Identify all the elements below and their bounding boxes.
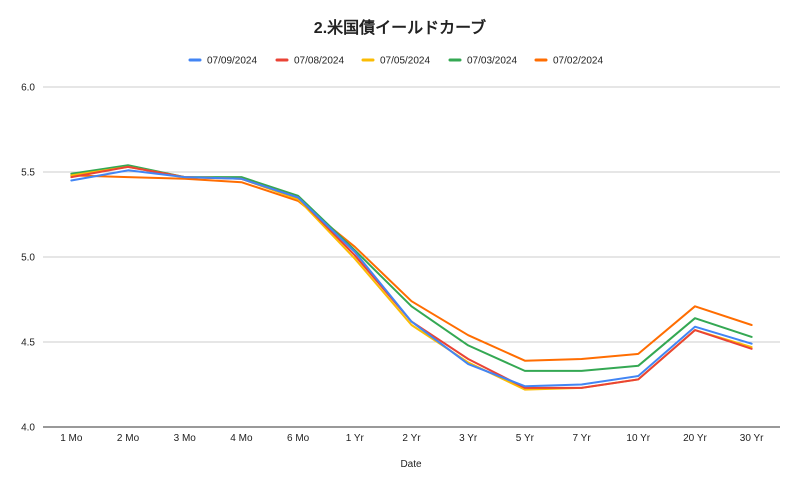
y-tick-label: 5.5 <box>21 168 35 179</box>
x-tick-label: 4 Mo <box>230 433 253 444</box>
series-line <box>70 174 753 362</box>
x-axis-ticks: 1 Mo 2 Mo 3 Mo 4 Mo 6 Mo 1 Yr 2 Yr 3 Yr 5 Yr 7 Yr… <box>60 433 764 444</box>
x-tick-label: 3 Yr <box>459 433 478 444</box>
legend-label: 07/05/2024 <box>380 56 430 67</box>
legend: 07/09/2024 07/08/2024 07/05/2024 07/03/2024… <box>188 56 603 67</box>
legend-label: 07/02/2024 <box>553 56 603 67</box>
x-tick-label: 2 Yr <box>402 433 421 444</box>
x-tick-label: 20 Yr <box>683 433 707 444</box>
x-tick-label: 10 Yr <box>626 433 650 444</box>
series-lines <box>70 164 753 391</box>
y-axis-ticks: 4.0 4.5 5.0 5.5 6.0 <box>21 83 35 434</box>
x-tick-label: 5 Yr <box>516 433 535 444</box>
gridlines <box>43 86 780 428</box>
series-line <box>70 165 753 389</box>
chart-title: 2.米国債イールドカーブ <box>314 18 486 37</box>
legend-label: 07/09/2024 <box>207 56 257 67</box>
x-tick-label: 1 Yr <box>346 433 365 444</box>
y-tick-label: 6.0 <box>21 83 35 94</box>
x-tick-label: 1 Mo <box>60 433 83 444</box>
series-line <box>70 164 753 372</box>
y-tick-label: 4.0 <box>21 423 35 434</box>
y-tick-label: 5.0 <box>21 253 35 264</box>
x-tick-label: 7 Yr <box>572 433 591 444</box>
y-tick-label: 4.5 <box>21 338 35 349</box>
legend-label: 07/08/2024 <box>294 56 344 67</box>
x-tick-label: 6 Mo <box>287 433 310 444</box>
x-axis-title: Date <box>400 459 422 470</box>
series-line <box>70 169 753 388</box>
x-tick-label: 3 Mo <box>174 433 197 444</box>
x-tick-label: 30 Yr <box>740 433 764 444</box>
x-tick-label: 2 Mo <box>117 433 140 444</box>
legend-label: 07/03/2024 <box>467 56 517 67</box>
